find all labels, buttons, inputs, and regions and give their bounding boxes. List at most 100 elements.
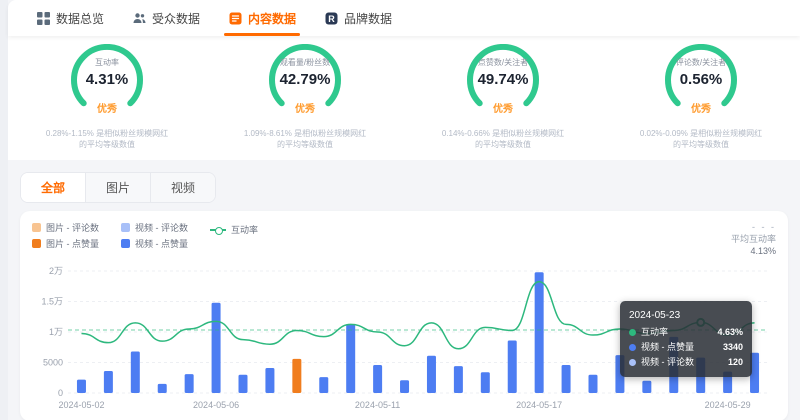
swatch-video-comments bbox=[121, 223, 130, 232]
bar[interactable] bbox=[534, 272, 544, 393]
x-tick-label: 2024-05-29 bbox=[705, 400, 751, 410]
dashed-line-icon: - - - bbox=[752, 222, 776, 232]
legend-label: 图片 - 点赞量 bbox=[46, 239, 99, 249]
x-tick-label: 2024-05-11 bbox=[355, 400, 400, 410]
bar[interactable] bbox=[480, 372, 490, 393]
filter-tab-video[interactable]: 视频 bbox=[151, 173, 216, 202]
nav-tab-audience[interactable]: 受众数据 bbox=[118, 0, 214, 36]
metric-value: 0.56% bbox=[679, 71, 723, 88]
y-tick-label: 0 bbox=[58, 388, 63, 398]
y-tick-label: 2万 bbox=[49, 266, 63, 276]
top-nav: 数据总览 受众数据 内容数据 R 品牌数据 bbox=[8, 0, 800, 36]
tooltip-row-video-comments: 视频 - 评论数 120 bbox=[629, 355, 743, 370]
nav-tab-label: 数据总览 bbox=[56, 11, 105, 26]
tooltip-row-engagement: 互动率 4.63% bbox=[629, 325, 743, 340]
metric-grade-badge: 优秀 bbox=[691, 104, 711, 115]
legend-image-comments[interactable]: 图片 - 评论数 bbox=[32, 221, 99, 234]
bar[interactable] bbox=[76, 379, 86, 393]
bar[interactable] bbox=[184, 374, 194, 393]
metric-card-views-followers: 观看量/粉丝数 42.79% 优秀 1.09%-8.61% 是相似粉丝规模网红的… bbox=[206, 44, 404, 150]
chart-tooltip: 2024-05-23 互动率 4.63% 视频 - 点赞量 3340 视频 - … bbox=[620, 301, 752, 377]
metric-card-comments-followers: 评论数/关注者 0.56% 优秀 0.02%-0.09% 是相似粉丝规模网红 的平… bbox=[602, 44, 800, 150]
likes-gauge: 点赞数/关注者 49.74% 优秀 bbox=[451, 44, 555, 118]
bar[interactable] bbox=[211, 302, 221, 393]
avg-engagement-legend[interactable]: - - - 平均互动率 4.13% bbox=[731, 221, 776, 257]
swatch-image-likes bbox=[32, 239, 41, 248]
engagement-gauge: 互动率 4.31% 优秀 bbox=[55, 44, 159, 118]
legend-label: 互动率 bbox=[231, 225, 259, 235]
metric-title: 互动率 bbox=[95, 58, 119, 67]
nav-tab-brand[interactable]: R 品牌数据 bbox=[310, 0, 406, 36]
bar[interactable] bbox=[292, 358, 302, 393]
metric-value: 4.31% bbox=[85, 71, 129, 88]
bar[interactable] bbox=[400, 380, 410, 393]
metric-card-engagement: 互动率 4.31% 优秀 0.28%-1.15% 是相似粉丝规模网红 的平均等级数… bbox=[8, 44, 206, 150]
x-tick-label: 2024-05-06 bbox=[193, 400, 239, 410]
bar[interactable] bbox=[373, 364, 383, 393]
legend-video-likes[interactable]: 视频 - 点赞量 bbox=[121, 237, 188, 250]
bar[interactable] bbox=[561, 364, 571, 393]
bar[interactable] bbox=[588, 374, 598, 393]
x-tick-label: 2024-05-17 bbox=[516, 400, 562, 410]
gauge-arc bbox=[665, 44, 737, 107]
metric-title: 观看量/粉丝数 bbox=[279, 58, 331, 67]
bar[interactable] bbox=[453, 366, 463, 393]
y-tick-label: 1.5万 bbox=[41, 297, 63, 307]
legend-image-likes[interactable]: 图片 - 点赞量 bbox=[32, 237, 99, 250]
nav-tab-overview[interactable]: 数据总览 bbox=[22, 0, 118, 36]
metric-grade-badge: 优秀 bbox=[295, 104, 315, 115]
metric-description: 0.02%-0.09% 是相似粉丝规模网红 的平均等级数值 bbox=[639, 129, 763, 149]
metric-card-likes-followers: 点赞数/关注者 49.74% 优秀 0.14%-0.66% 是相似粉丝规模网红的… bbox=[404, 44, 602, 150]
bar[interactable] bbox=[426, 355, 436, 393]
views-gauge: 观看量/粉丝数 42.79% 优秀 bbox=[253, 44, 357, 118]
bar[interactable] bbox=[346, 324, 356, 393]
metric-description: 0.28%-1.15% 是相似粉丝规模网红 的平均等级数值 bbox=[45, 129, 169, 149]
bar[interactable] bbox=[265, 367, 275, 393]
legend-label: 图片 - 评论数 bbox=[46, 223, 99, 233]
y-tick-label: 5000 bbox=[43, 358, 63, 368]
comments-gauge: 评论数/关注者 0.56% 优秀 bbox=[649, 44, 753, 118]
blue-dot-icon bbox=[629, 344, 636, 351]
chart-plot-area: 0 5000 1万 1.5万 2万 2024-05-02 2024-05-06 2024-05… bbox=[32, 263, 776, 418]
bar[interactable] bbox=[238, 374, 248, 393]
grid-icon bbox=[36, 11, 51, 26]
light-blue-dot-icon bbox=[629, 359, 636, 366]
gauge-arc bbox=[269, 44, 341, 107]
metric-title: 评论数/关注者 bbox=[675, 58, 727, 67]
bar[interactable] bbox=[319, 377, 329, 393]
line-swatch bbox=[210, 226, 226, 235]
bar[interactable] bbox=[642, 380, 652, 393]
bar[interactable] bbox=[750, 352, 760, 393]
legend-group-image: 图片 - 评论数 图片 - 点赞量 bbox=[32, 221, 99, 250]
tooltip-row-video-likes: 视频 - 点赞量 3340 bbox=[629, 340, 743, 355]
brand-r-icon: R bbox=[324, 11, 339, 26]
filter-tab-image[interactable]: 图片 bbox=[86, 173, 152, 202]
audience-icon bbox=[132, 11, 147, 26]
legend-label: 视频 - 点赞量 bbox=[135, 239, 188, 249]
avg-legend-label: 平均互动率 bbox=[730, 234, 776, 244]
chart-legend: 图片 - 评论数 图片 - 点赞量 视频 - 评论数 视频 - 点赞量 bbox=[32, 221, 776, 257]
metric-value: 42.79% bbox=[279, 71, 331, 88]
swatch-image-comments bbox=[32, 223, 41, 232]
nav-tab-label: 内容数据 bbox=[248, 11, 297, 26]
filter-tab-all[interactable]: 全部 bbox=[21, 173, 87, 202]
bar[interactable] bbox=[507, 340, 517, 393]
metric-value: 49.74% bbox=[477, 71, 529, 88]
metric-title: 点赞数/关注者 bbox=[477, 58, 529, 67]
svg-text:R: R bbox=[328, 14, 335, 24]
legend-engagement-line[interactable]: 互动率 bbox=[210, 223, 258, 236]
green-dot-icon bbox=[629, 329, 636, 336]
tooltip-date: 2024-05-23 bbox=[629, 310, 681, 321]
bar[interactable] bbox=[103, 371, 113, 393]
legend-group-video: 视频 - 评论数 视频 - 点赞量 bbox=[121, 221, 188, 250]
bar[interactable] bbox=[157, 383, 167, 393]
avg-legend-value: 4.13% bbox=[750, 246, 776, 256]
section-divider bbox=[8, 160, 800, 172]
content-icon bbox=[228, 11, 243, 26]
bar[interactable] bbox=[130, 351, 140, 393]
x-tick-label: 2024-05-02 bbox=[58, 400, 104, 410]
metric-cards-row: 互动率 4.31% 优秀 0.28%-1.15% 是相似粉丝规模网红 的平均等级数… bbox=[8, 36, 800, 160]
nav-tab-content[interactable]: 内容数据 bbox=[214, 0, 310, 36]
legend-video-comments[interactable]: 视频 - 评论数 bbox=[121, 221, 188, 234]
page: 数据总览 受众数据 内容数据 R 品牌数据 bbox=[8, 0, 800, 420]
